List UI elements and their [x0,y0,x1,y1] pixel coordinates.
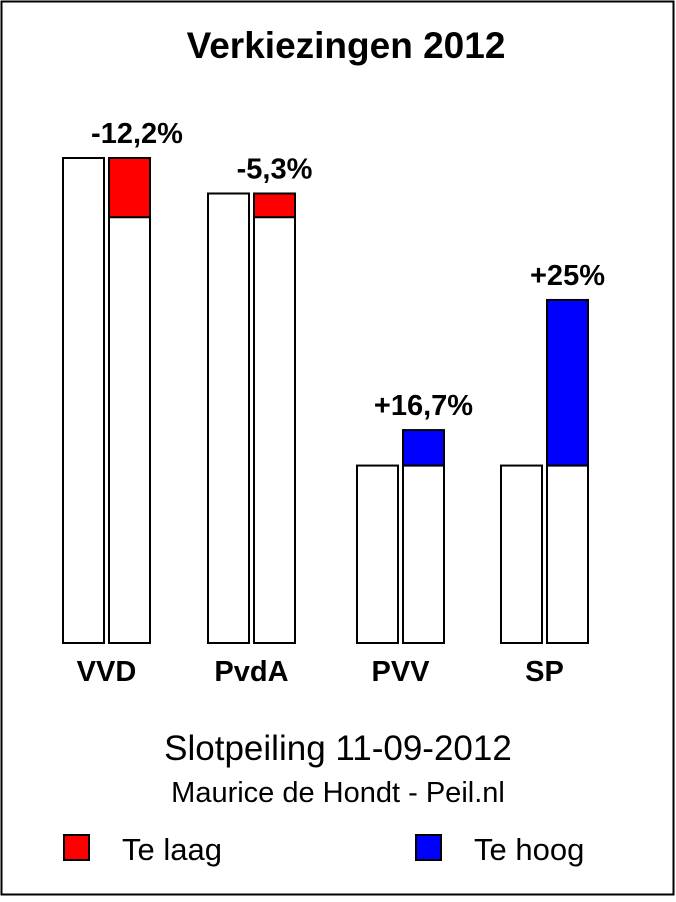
bars-group [62,157,589,645]
bar-pvda-2 [253,216,296,645]
category-label-vvd: VVD [77,656,137,688]
bar-vvd-2 [108,216,151,645]
bar-pvv-2 [402,464,445,644]
chart-source: Maurice de Hondt - Peil.nl [171,777,505,809]
correction-label-pvda: -5,3% [237,153,313,185]
bar-pvv-1 [356,464,399,644]
bar-sp-2 [546,464,589,644]
legend-swatch-te-hoog [415,834,442,861]
bar-vvd-correction [108,157,151,219]
correction-label-pvv: +16,7% [374,390,473,422]
labels-group: -12,2% VVD -5,3% PvdA +16,7% PVV +25% SP [77,118,606,688]
legend-swatch-te-laag [63,834,90,861]
bar-sp-1 [500,464,543,644]
correction-label-sp: +25% [530,260,605,292]
category-label-pvv: PVV [371,656,430,688]
legend-label-te-hoog: Te hoog [474,832,584,867]
correction-label-vvd: -12,2% [91,118,183,150]
bar-sp-correction [546,298,589,467]
chart-title: Verkiezingen 2012 [187,25,506,66]
chart-subtitle: Slotpeiling 11-09-2012 [164,729,512,768]
bar-pvda-1 [207,192,250,645]
legend-label-te-laag: Te laag [122,832,222,867]
bar-vvd-1 [62,157,105,644]
legend: Te laag Te hoog [63,832,584,867]
category-label-sp: SP [525,656,564,688]
bar-pvda-correction [253,192,296,219]
category-label-pvda: PvdA [214,656,288,688]
bar-pvv-correction [402,429,445,467]
